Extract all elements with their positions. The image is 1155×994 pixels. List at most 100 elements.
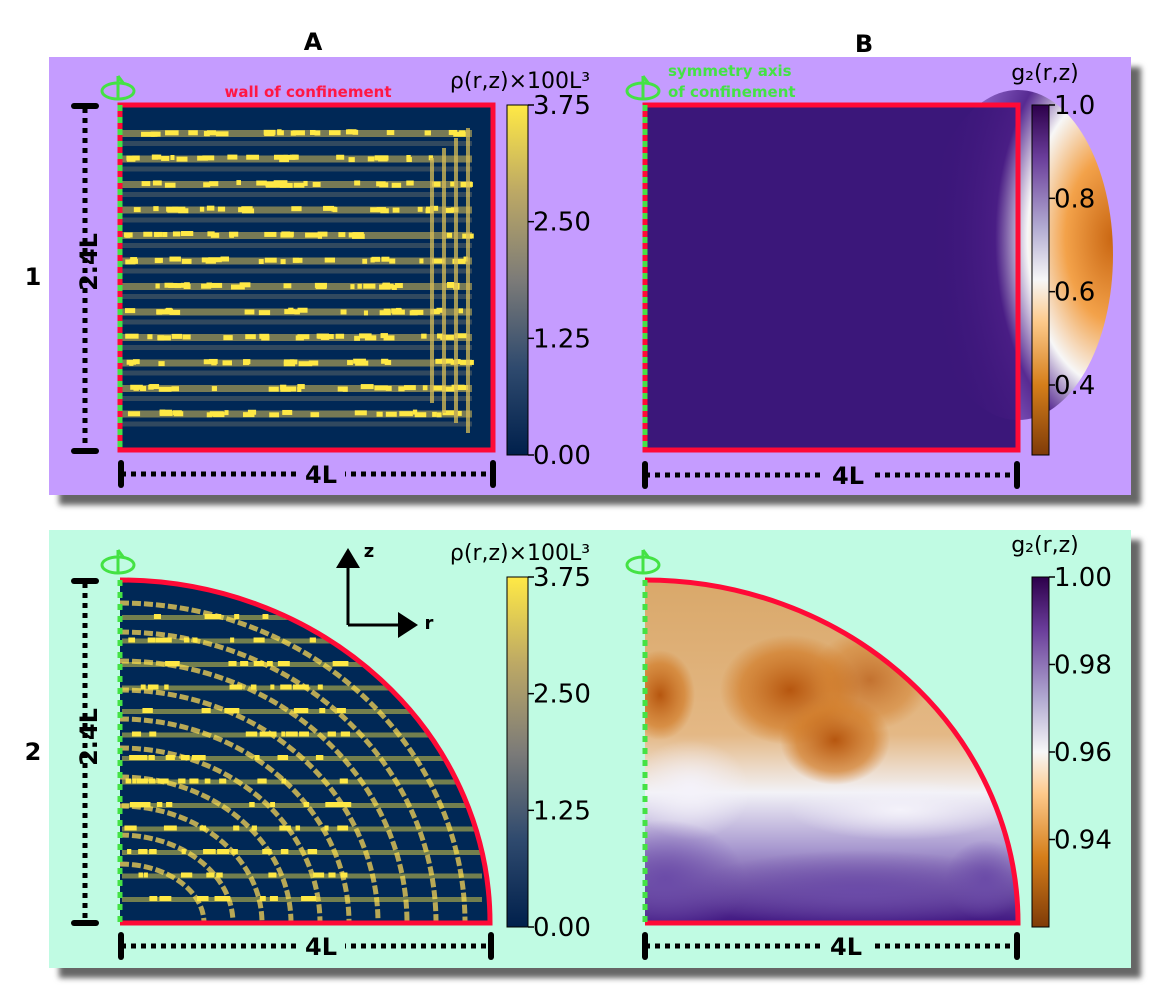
density-speck <box>399 411 413 417</box>
density-speck <box>460 181 467 187</box>
density-speck <box>332 207 338 213</box>
density-layer <box>122 385 472 392</box>
axis-arrows <box>336 548 418 638</box>
density-speck <box>406 157 412 163</box>
density-speck <box>208 358 218 364</box>
density-speck <box>156 309 163 315</box>
density-speck <box>284 825 291 831</box>
density-speck <box>335 333 345 339</box>
width-label-1b: 4L <box>832 462 864 490</box>
density-speck <box>164 684 169 690</box>
density-speck <box>245 334 256 340</box>
density-speck <box>380 208 389 214</box>
colorbar-tick-label-1a: 0.00 <box>533 441 591 471</box>
density-speck <box>312 181 321 187</box>
density-speck <box>136 778 148 784</box>
density-speck <box>294 708 307 713</box>
colorbar-1b <box>1031 104 1050 456</box>
density-speck <box>340 661 349 666</box>
density-speck <box>128 637 136 643</box>
density-speck <box>156 802 163 807</box>
density-speck <box>229 232 234 238</box>
density-speck <box>210 232 220 238</box>
density-speck <box>184 282 190 288</box>
density-speck <box>265 182 276 188</box>
density-speck <box>391 284 397 290</box>
density-speck <box>329 872 334 878</box>
density-speck <box>297 307 308 313</box>
density-speck <box>165 825 177 831</box>
density-speck <box>458 308 464 314</box>
density-speck <box>174 283 182 289</box>
density-speck <box>269 896 278 901</box>
density-speck <box>336 708 346 713</box>
density-speck <box>352 129 359 135</box>
density-speck <box>192 637 198 643</box>
density-speck <box>457 410 462 416</box>
rotation-icon-2b <box>625 549 661 575</box>
heatmap-2b-texture <box>645 630 1018 923</box>
density-shell <box>120 832 236 923</box>
density-speck <box>432 385 446 391</box>
density-speck <box>140 684 146 690</box>
density-speck <box>206 282 212 288</box>
density-speck <box>337 661 344 666</box>
density-speck <box>206 412 213 418</box>
density-speck <box>352 232 364 238</box>
density-speck <box>153 206 159 212</box>
density-speck <box>340 309 347 315</box>
density-speck <box>385 411 397 417</box>
density-speck <box>348 157 355 163</box>
density-shell <box>120 861 207 923</box>
density-speck <box>340 731 351 737</box>
density-speck <box>316 333 330 339</box>
density-speck <box>228 661 237 666</box>
heatmap-2b <box>642 577 1021 926</box>
density-speck <box>166 307 172 313</box>
density-speck <box>354 335 360 341</box>
width-label-bg-1b <box>824 463 872 487</box>
density-speck <box>293 182 305 188</box>
colorbar-tick-label-1a: 1.25 <box>533 324 591 354</box>
density-speck <box>392 207 400 213</box>
symmetry-annotation-line1: symmetry axis <box>668 62 792 80</box>
density-speck <box>246 154 260 160</box>
density-speck <box>267 731 277 737</box>
density-speck <box>314 282 327 288</box>
density-wall-layer <box>454 138 458 423</box>
density-speck <box>301 896 309 901</box>
density-speck <box>329 802 342 807</box>
colorbar-tick-label-2a: 3.75 <box>533 563 591 593</box>
density-speck <box>141 131 155 137</box>
density-speck <box>332 661 340 666</box>
density-speck <box>156 309 171 315</box>
rotation-icon-1b <box>625 75 661 101</box>
column-label-a: A <box>304 28 323 56</box>
density-speck <box>158 386 172 392</box>
density-speck <box>168 282 178 288</box>
density-shell <box>120 774 294 923</box>
density-speck <box>421 333 427 339</box>
axis-label-z: z <box>364 541 374 562</box>
density-speck <box>422 385 428 391</box>
heatmap-1a <box>117 102 496 453</box>
density-speck <box>205 258 216 264</box>
density-speck <box>424 130 431 136</box>
density-speck <box>379 284 391 290</box>
density-speck <box>357 283 362 289</box>
density-speck <box>274 182 287 188</box>
density-speck <box>206 872 215 878</box>
density-speck <box>189 778 199 784</box>
width-label-bg-2a <box>297 934 345 958</box>
density-speck <box>166 755 173 760</box>
density-speck <box>452 258 466 264</box>
density-shell <box>120 658 410 923</box>
height-dimension-2a <box>71 578 99 926</box>
density-speck <box>170 154 175 160</box>
density-speck <box>236 180 242 186</box>
colorbar-tick-label-1b: 0.4 <box>1054 371 1095 401</box>
density-speck <box>127 849 132 854</box>
density-speck <box>264 257 277 263</box>
density-shell <box>120 687 381 923</box>
density-speck <box>250 684 257 690</box>
